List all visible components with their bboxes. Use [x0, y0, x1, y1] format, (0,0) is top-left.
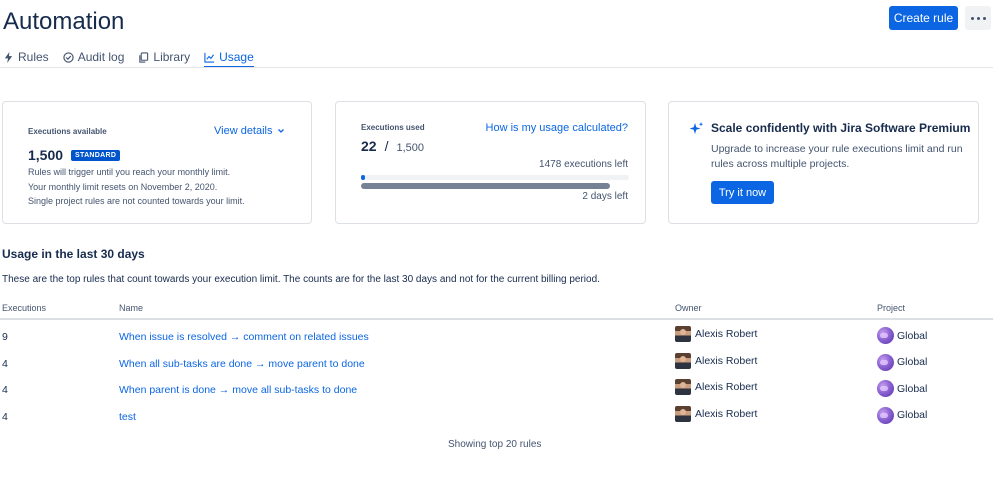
- view-details-button[interactable]: View details: [214, 125, 285, 137]
- table-footer: Showing top 20 rules: [448, 439, 542, 450]
- executions-progress-fill: [361, 175, 365, 180]
- lightning-icon: [4, 51, 13, 63]
- row-project: Global: [877, 380, 927, 397]
- plan-badge: STANDARD: [71, 149, 121, 161]
- days-left-text: 2 days left: [582, 191, 628, 202]
- usage-calculation-link[interactable]: How is my usage calculated?: [485, 122, 628, 134]
- tab-audit-log[interactable]: Audit log: [63, 48, 124, 66]
- row-project: Global: [877, 353, 928, 371]
- executions-left-text: 1478 executions left: [539, 159, 628, 170]
- row-owner: Alexis Robert: [675, 326, 757, 342]
- avatar: [675, 379, 691, 395]
- rule-name-link[interactable]: test: [119, 410, 136, 423]
- executions-available-label: Executions available: [28, 127, 107, 136]
- premium-text: Upgrade to increase your rule executions…: [711, 143, 963, 170]
- row-project: Global: [877, 406, 928, 424]
- avatar: [675, 326, 691, 342]
- executions-used-label: Executions used: [361, 123, 425, 132]
- owner-name: Alexis Robert: [695, 328, 758, 340]
- executions-used-count: 22/1,500: [361, 138, 424, 154]
- executions-used-card: Executions used How is my usage calculat…: [335, 101, 646, 224]
- header-divider: [0, 318, 993, 320]
- header-project: Project: [877, 303, 906, 313]
- executions-available-amount: 1,500 STANDARD: [28, 147, 121, 163]
- owner-name: Alexis Robert: [695, 381, 758, 393]
- project-name: Global: [897, 329, 928, 342]
- chevron-down-icon: [277, 129, 284, 133]
- row-executions: 4: [2, 410, 8, 423]
- table-header: Executions Name Owner Project: [0, 303, 993, 320]
- avatar: [675, 352, 691, 369]
- executions-available-card: Executions available View details 1,500 …: [2, 101, 312, 224]
- sparkle-icon: [689, 122, 704, 134]
- owner-name: Alexis Robert: [695, 354, 758, 367]
- executions-progress-bar: [361, 175, 629, 180]
- row-owner: Alexis Robert: [675, 405, 758, 422]
- more-icon: [970, 16, 974, 20]
- row-owner: Alexis Robert: [675, 352, 758, 369]
- avatar: [675, 405, 691, 422]
- tab-bar: Rules Audit log Library Usage: [3, 48, 268, 68]
- premium-title: Scale confidently with Jira Software Pre…: [711, 121, 971, 135]
- project-name: Global: [897, 409, 928, 421]
- rule-name-link[interactable]: When parent is done → move all sub-tasks…: [119, 384, 358, 396]
- rule-name-link[interactable]: When issue is resolved → comment on rela…: [119, 331, 369, 343]
- project-name: Global: [897, 356, 928, 368]
- header-executions: Executions: [2, 303, 47, 313]
- usage-section-description: These are the top rules that count towar…: [2, 274, 600, 285]
- tab-library[interactable]: Library: [138, 48, 190, 66]
- usage-section-title: Usage in the last 30 days: [2, 247, 145, 261]
- table-row: 4 When parent is done → move all sub-task…: [0, 375, 993, 402]
- available-description: Rules will trigger until you reach your …: [28, 167, 245, 206]
- globe-icon: [877, 327, 894, 344]
- usage-table: Executions Name Owner Project 9 When issu…: [0, 303, 993, 428]
- tab-rules[interactable]: Rules: [3, 48, 49, 66]
- try-it-now-button[interactable]: Try it now: [711, 181, 774, 204]
- tab-divider: [0, 67, 993, 68]
- table-row: 4 When all sub-tasks are done → move pare…: [0, 349, 993, 376]
- copy-icon: [139, 51, 149, 63]
- row-executions: 9: [2, 331, 8, 343]
- globe-icon: [877, 406, 894, 424]
- days-progress-bar: [361, 183, 611, 189]
- tab-usage[interactable]: Usage: [204, 48, 254, 68]
- table-row: 4 test Alexis Robert Global: [0, 402, 993, 429]
- more-actions-button[interactable]: [965, 6, 991, 30]
- project-name: Global: [897, 382, 928, 395]
- create-rule-button[interactable]: Create rule: [889, 6, 958, 30]
- row-project: Global: [877, 327, 927, 344]
- row-owner: Alexis Robert: [675, 379, 757, 395]
- header-owner: Owner: [675, 303, 702, 313]
- premium-upsell-card: Scale confidently with Jira Software Pre…: [668, 101, 979, 224]
- globe-icon: [877, 353, 894, 371]
- row-executions: 4: [2, 357, 8, 370]
- table-row: 9 When issue is resolved → comment on rel…: [0, 322, 993, 349]
- row-executions: 4: [2, 384, 8, 396]
- rule-name-link[interactable]: When all sub-tasks are done → move paren…: [119, 357, 365, 370]
- page-title: Automation: [3, 8, 125, 35]
- owner-name: Alexis Robert: [695, 407, 758, 420]
- check-circle-icon: [63, 51, 74, 63]
- chart-icon: [204, 52, 215, 63]
- globe-icon: [877, 380, 894, 397]
- header-name: Name: [119, 303, 144, 313]
